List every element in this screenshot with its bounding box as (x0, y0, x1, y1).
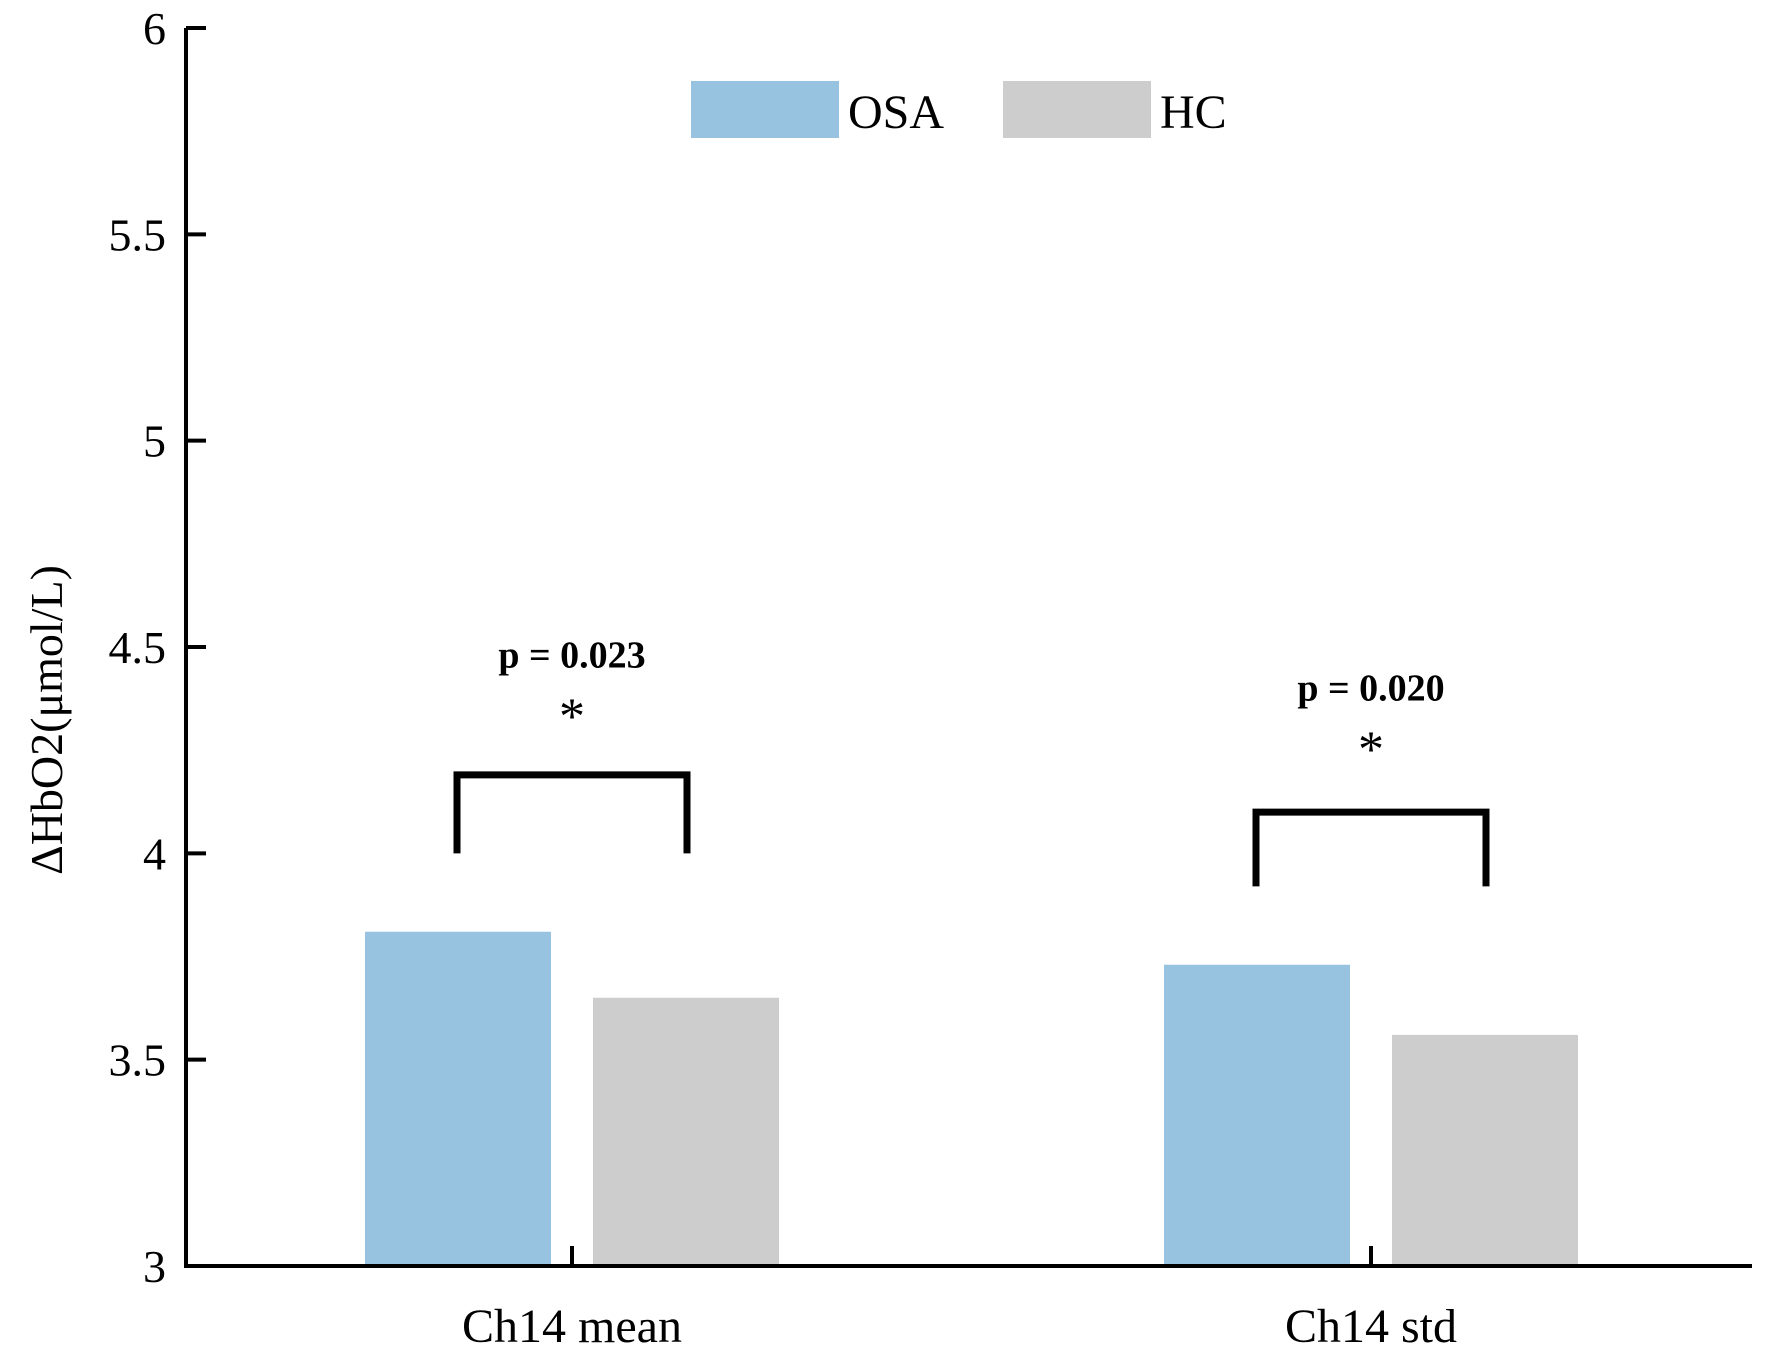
y-tick-label: 6 (143, 3, 166, 54)
legend-label-hc: HC (1160, 86, 1227, 139)
x-tick-label: Ch14 mean (462, 1300, 682, 1353)
legend-label-osa: OSA (848, 86, 944, 139)
significance-bracket (1252, 808, 1490, 887)
y-tick-label: 3 (143, 1241, 166, 1292)
y-tick-label: 4.5 (109, 622, 167, 673)
significance-star: * (1358, 722, 1384, 779)
p-value-label: p = 0.020 (1297, 668, 1444, 710)
significance-star: * (559, 689, 585, 746)
bar-osa-1 (365, 931, 551, 1266)
x-tick-label: Ch14 std (1285, 1300, 1457, 1353)
y-tick-label: 5.5 (109, 209, 167, 260)
y-tick-label: 3.5 (109, 1035, 167, 1086)
bar-hc-2 (1392, 1034, 1578, 1266)
y-tick-label: 4 (143, 828, 166, 879)
bar-hc-1 (593, 997, 779, 1266)
legend-swatch-hc (1003, 81, 1151, 138)
y-tick-label: 5 (143, 416, 166, 467)
significance-bracket (453, 771, 691, 854)
p-value-label: p = 0.023 (498, 635, 645, 677)
y-axis-title: ΔHbO2(μmol/L) (21, 565, 72, 875)
bar-osa-2 (1164, 964, 1350, 1266)
legend-swatch-osa (691, 81, 839, 138)
